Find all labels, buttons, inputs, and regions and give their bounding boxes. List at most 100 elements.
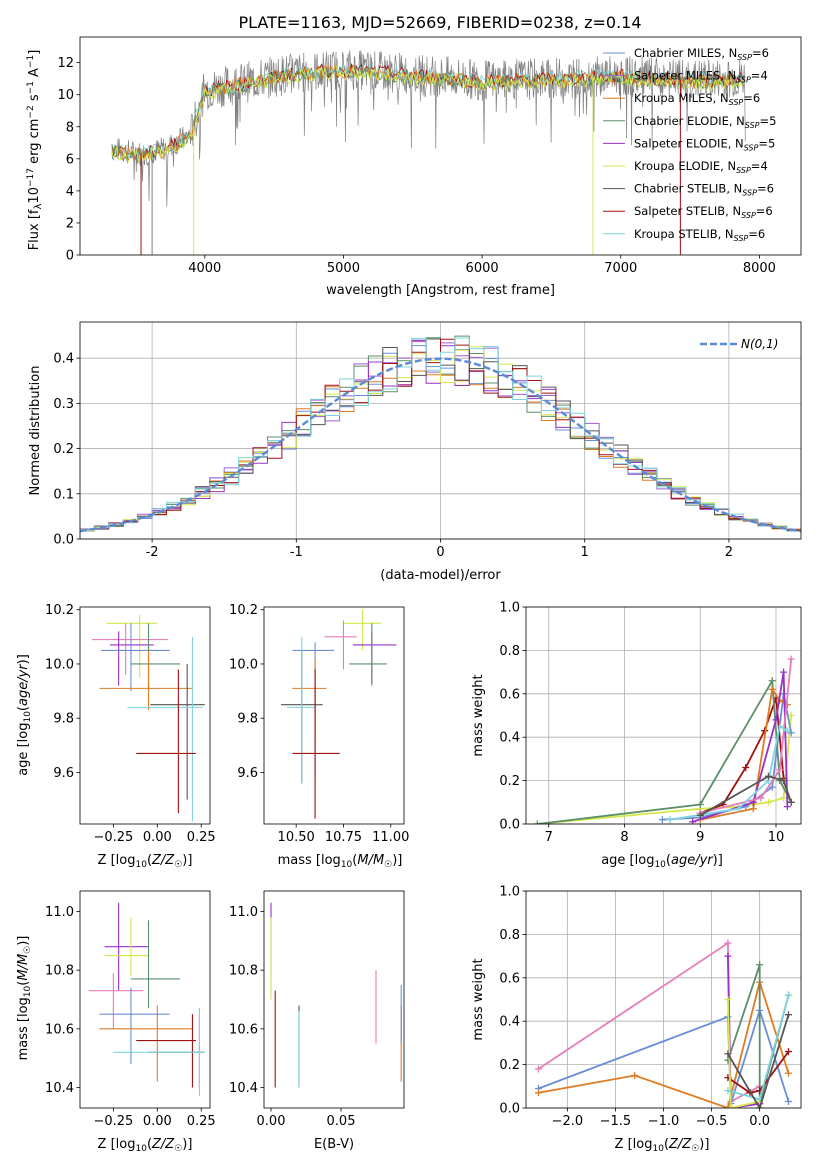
weight-marker [757, 794, 765, 802]
weight-marker [764, 772, 772, 780]
x-tick-label: 10.50 [278, 830, 315, 845]
x-tick-label: 0.05 [327, 1114, 356, 1129]
y-tick-label: 0 [66, 249, 74, 264]
x-tick-label: 10 [768, 830, 785, 845]
x-tick-label: −1.5 [600, 1114, 632, 1129]
weight-marker [724, 1104, 732, 1108]
y-tick-label: 0.4 [499, 731, 520, 746]
weight-marker [724, 1050, 732, 1058]
weight-marker [724, 1087, 732, 1095]
x-tick-label: 7 [545, 830, 553, 845]
x-axis-label: age [log10(age/yr)] [601, 853, 723, 870]
y-tick-label: 10.0 [45, 657, 74, 672]
weight-marker [631, 1071, 639, 1079]
panel-residuals: -2 -1 0 1 2 0.0 0.1 0.2 0.3 0.4 (data-model)/error… [28, 321, 802, 583]
weight-series [727, 1014, 790, 1108]
figure-title: PLATE=1163, MJD=52669, FIBERID=0238, z=0… [238, 13, 641, 32]
weight-marker [756, 1104, 764, 1108]
gaussian-curve [80, 357, 801, 533]
plot-area [111, 50, 746, 255]
panel-mass_vs_EBV: 0.00 0.05 10.4 10.6 10.8 11.0 E(B-V) [229, 890, 405, 1152]
weight-marker [734, 805, 742, 813]
weight-marker [785, 991, 792, 999]
axes: −2.0 −1.5 −1.0 −0.5 0.0 0.0 0.2 0.4 0.6 0.8 1.0 mas… [471, 885, 802, 1154]
y-tick-label: 0.8 [499, 928, 520, 943]
y-tick-label: 9.8 [237, 712, 258, 727]
weight-marker [785, 1048, 792, 1056]
x-tick-label: 5000 [327, 261, 360, 276]
weight-marker [785, 1069, 792, 1077]
legend-label: Chabrier MILES, NSSP=6 [634, 46, 769, 62]
y-tick-label: 11.0 [45, 905, 74, 920]
y-axis-label: Normed distribution [28, 366, 43, 496]
weight-marker [772, 716, 780, 724]
panel-mass_vs_Z: −0.25 0.00 0.25 10.4 10.6 10.8 11.0 Z [log10(Z/… [16, 890, 216, 1154]
legend-label: Chabrier ELODIE, NSSP=5 [634, 114, 776, 130]
x-tick-label: 9 [696, 830, 704, 845]
weight-marker [787, 712, 795, 719]
x-tick-label: 8000 [743, 261, 776, 276]
y-tick-label: 0.0 [499, 1102, 520, 1117]
weight-series [699, 659, 793, 814]
plot-area [80, 335, 801, 534]
weight-marker [783, 803, 791, 811]
y-tick-label: 1.0 [499, 601, 520, 616]
weight-marker [787, 655, 795, 663]
panel-age_vs_mass: 10.50 10.75 11.00 9.6 9.8 10.0 10.2 mass [log10… [229, 603, 409, 870]
weight-marker [724, 952, 732, 960]
x-tick-label: −2.0 [552, 1114, 584, 1129]
y-tick-label: 0.1 [53, 487, 74, 502]
weight-marker [756, 961, 764, 969]
y-tick-label: 10.8 [229, 964, 258, 979]
x-tick-label: 0.00 [143, 1114, 172, 1129]
x-tick-label: 0.00 [257, 1114, 286, 1129]
weight-series [538, 978, 790, 1108]
y-tick-label: 1.0 [499, 885, 520, 900]
y-tick-label: 12 [57, 56, 74, 71]
y-tick-label: 9.8 [53, 712, 74, 727]
axes-frame [263, 890, 405, 1109]
weight-marker [780, 777, 788, 785]
y-tick-label: 10.2 [229, 603, 258, 618]
weight-marker [785, 1097, 792, 1105]
y-tick-label: 4 [66, 184, 74, 199]
axes: -2 -1 0 1 2 0.0 0.1 0.2 0.3 0.4 (data-model)/error… [28, 321, 802, 583]
y-tick-label: 10.4 [45, 1081, 74, 1096]
weight-series [699, 775, 793, 817]
x-axis-label: Z [log10(Z/Z☉)] [98, 853, 193, 870]
x-tick-label: −0.25 [93, 1114, 133, 1129]
x-axis-label: Z [log10(Z/Z☉)] [615, 1137, 710, 1154]
y-tick-label: 10.6 [45, 1022, 74, 1037]
y-tick-label: 0.0 [53, 533, 74, 548]
y-tick-label: 10.6 [229, 1022, 258, 1037]
axes: 4000 5000 6000 7000 8000 0 2 4 6 8 10 12 wavelength … [26, 36, 802, 298]
x-axis-label: mass [log10(M/M☉)] [278, 853, 403, 870]
plot-area [270, 902, 402, 1088]
weight-series [727, 1051, 790, 1094]
y-tick-label: 9.6 [237, 766, 258, 781]
legend-label: Salpeter ELODIE, NSSP=5 [634, 136, 775, 152]
weight-marker [764, 798, 772, 806]
y-tick-label: 0.8 [499, 644, 520, 659]
x-tick-label: 0.00 [143, 830, 172, 845]
plot-area [92, 615, 205, 822]
weight-marker [787, 798, 795, 806]
panel-weight_vs_age: 7 8 9 10 0.0 0.2 0.4 0.6 0.8 1.0 mass weight age [l… [471, 601, 802, 870]
legend-label: Kroupa STELIB, NSSP=6 [634, 227, 765, 243]
weight-marker [768, 677, 776, 685]
x-tick-label: 0.0 [749, 1114, 770, 1129]
legend-label: Salpeter STELIB, NSSP=6 [634, 204, 773, 220]
x-tick-label: 4000 [188, 261, 221, 276]
weight-marker [535, 1065, 542, 1073]
y-tick-label: 6 [66, 152, 74, 167]
panel-age_vs_Z: −0.25 0.00 0.25 9.6 9.8 10.0 10.2 Z [log10(Z/Z☉… [16, 603, 216, 870]
weight-marker [727, 1104, 735, 1108]
weight-marker [776, 722, 784, 730]
y-tick-label: 0.0 [499, 818, 520, 833]
x-tick-label: 10.75 [325, 830, 362, 845]
legend-label: Chabrier STELIB, NSSP=6 [634, 182, 774, 198]
y-tick-label: 0.4 [499, 1015, 520, 1030]
axes: −0.25 0.00 0.25 10.4 10.6 10.8 11.0 Z [log10(Z/… [16, 890, 216, 1154]
y-tick-label: 10 [57, 88, 74, 103]
axes-frame [79, 890, 211, 1109]
